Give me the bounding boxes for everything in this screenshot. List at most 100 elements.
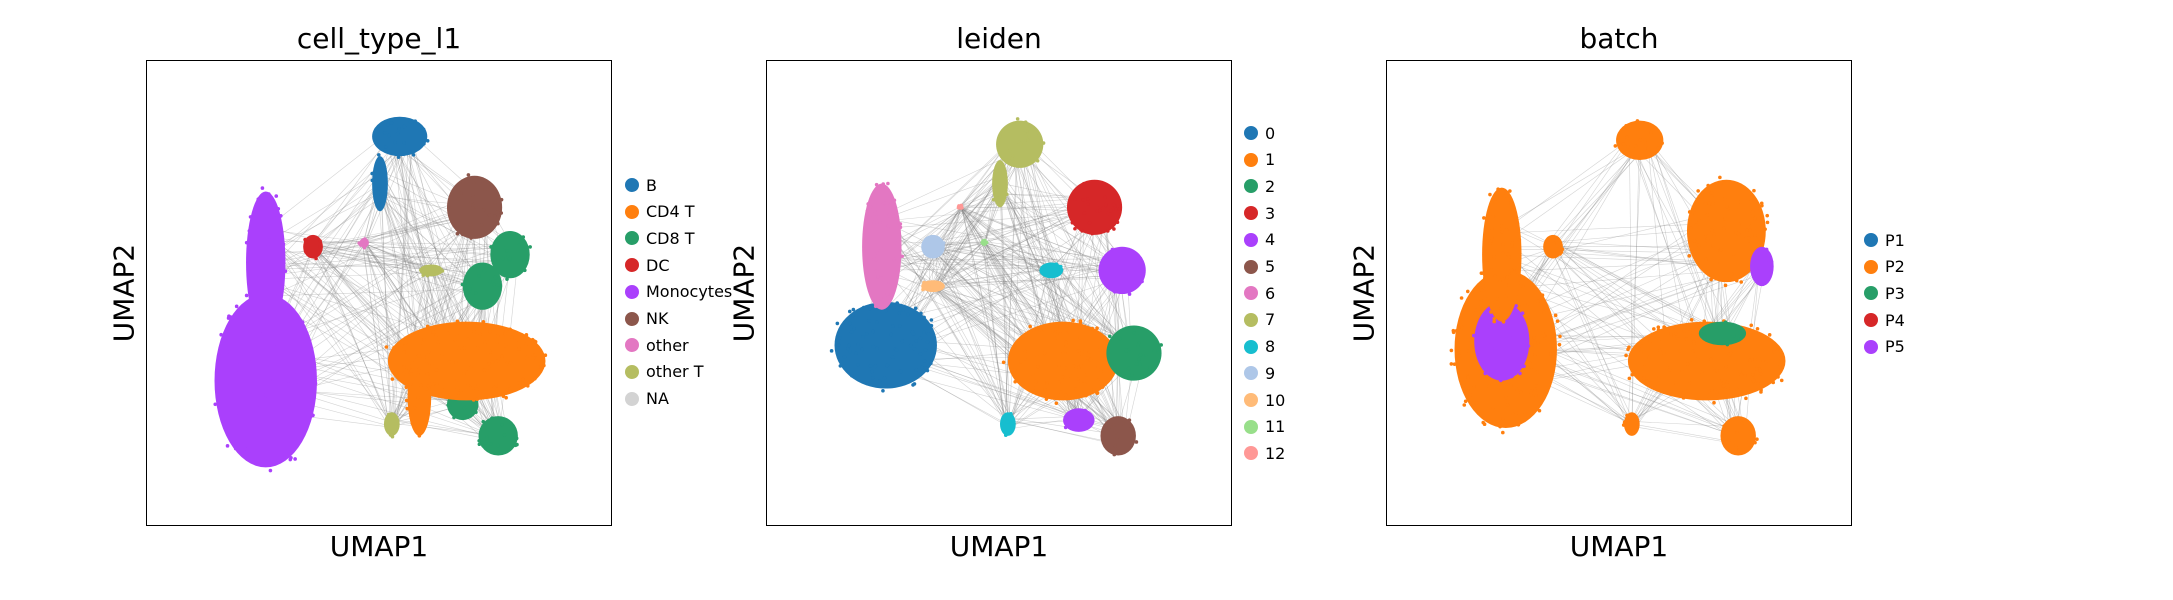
data-point (1721, 384, 1726, 388)
data-point (483, 187, 487, 192)
data-point (395, 418, 400, 423)
legend-label: other (646, 335, 689, 355)
data-point (1552, 340, 1557, 345)
data-point (891, 214, 896, 219)
data-point (1482, 216, 1486, 220)
data-point (462, 371, 466, 376)
data-point (1082, 425, 1087, 429)
data-point (1122, 289, 1127, 293)
data-point (1515, 273, 1519, 278)
graph-edge (1054, 268, 1128, 342)
legend-item: 10 (1244, 387, 1285, 413)
data-point (1662, 325, 1666, 329)
data-point (913, 306, 918, 311)
legend-label: 2 (1265, 176, 1276, 196)
graph-edge (382, 174, 478, 348)
data-point (925, 340, 930, 345)
data-point (1489, 268, 1494, 273)
data-point (455, 319, 460, 324)
data-point (1460, 325, 1464, 330)
data-point (1491, 355, 1495, 360)
data-point (508, 327, 512, 332)
legend-marker (1244, 259, 1258, 274)
data-point (402, 124, 407, 129)
graph-edge (1015, 144, 1041, 352)
data-point (424, 355, 429, 360)
data-point (1057, 363, 1061, 367)
data-point (1510, 365, 1515, 370)
data-point (1714, 368, 1719, 373)
data-point (272, 345, 277, 350)
data-point (381, 195, 386, 200)
graph-edge (308, 251, 421, 413)
data-point (1769, 259, 1774, 264)
data-point (1760, 203, 1764, 208)
data-point (1002, 188, 1006, 193)
data-point (1015, 117, 1020, 121)
data-point (383, 148, 388, 153)
data-point (267, 235, 272, 239)
graph-edge (364, 215, 462, 245)
data-point (1008, 148, 1012, 153)
data-point (261, 390, 266, 395)
graph-edge (938, 153, 1023, 251)
cluster-p2 (1621, 412, 1640, 436)
data-point (1485, 257, 1490, 262)
data-point (1523, 410, 1527, 415)
data-point (1473, 308, 1478, 312)
graph-edge (881, 267, 1052, 271)
data-point (1534, 394, 1538, 398)
data-point (1077, 365, 1081, 370)
data-point (422, 141, 426, 146)
data-point (1696, 355, 1701, 360)
data-point (1757, 208, 1762, 213)
data-point (294, 320, 299, 325)
data-point (268, 429, 273, 434)
graph-edge (1556, 243, 1727, 334)
data-point (1719, 247, 1723, 252)
data-point (462, 405, 467, 410)
cluster-body (1720, 416, 1756, 456)
data-point (300, 338, 305, 342)
data-point (490, 416, 494, 420)
data-point (495, 334, 500, 338)
panel-title: leiden (956, 22, 1042, 55)
data-point (258, 240, 263, 245)
data-point (485, 340, 490, 344)
data-point (1045, 382, 1049, 386)
data-point (991, 197, 996, 202)
graph-edge (938, 268, 1049, 290)
data-point (479, 223, 484, 227)
data-point (1492, 317, 1497, 321)
data-point (408, 150, 413, 154)
data-point (1501, 416, 1505, 421)
data-point (1006, 416, 1011, 420)
data-point (874, 215, 879, 220)
data-point (1753, 357, 1757, 362)
data-point (416, 395, 420, 400)
data-point (922, 249, 927, 253)
data-point (1114, 272, 1119, 276)
data-point (1656, 325, 1661, 329)
data-point (259, 283, 264, 287)
data-point (421, 127, 426, 132)
data-point (1739, 336, 1743, 341)
data-point (1107, 426, 1111, 430)
data-point (447, 359, 452, 364)
data-point (1740, 231, 1745, 235)
data-point (318, 244, 323, 249)
data-point (1750, 195, 1755, 199)
data-point (456, 346, 461, 351)
data-point (1532, 336, 1537, 340)
data-point (1715, 259, 1720, 264)
data-point (881, 388, 885, 393)
data-point (229, 338, 234, 342)
data-point (1084, 373, 1089, 377)
data-point (507, 231, 512, 236)
cluster-5 (1100, 416, 1139, 457)
legend-label: 0 (1265, 123, 1276, 143)
data-point (524, 333, 529, 337)
graph-edge (961, 206, 1013, 424)
data-point (1717, 183, 1722, 188)
